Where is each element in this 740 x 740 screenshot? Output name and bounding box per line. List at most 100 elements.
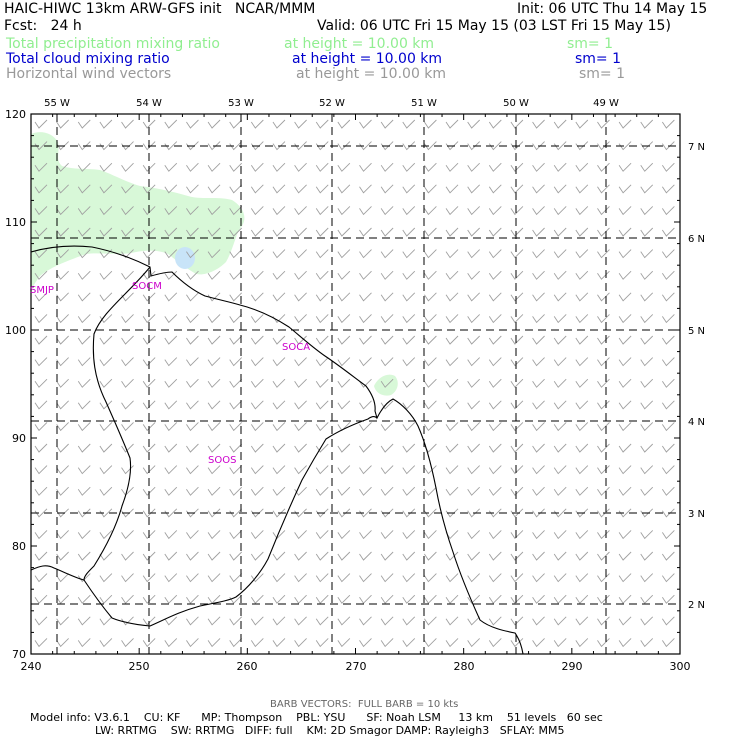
wind-barb [229,422,243,432]
wind-barb [250,465,264,475]
wind-barb [532,206,545,216]
wind-barb [402,616,416,626]
wind-barb [229,400,243,410]
wind-barb [121,594,134,604]
x-tick-240: 240 [21,660,42,673]
wind-barb [250,530,264,540]
wind-barb [359,551,372,561]
wind-barb [359,206,372,216]
wind-barb [229,465,243,475]
wind-barb [99,530,113,540]
wind-barb [640,486,654,496]
coastline [31,245,524,654]
wind-barb [553,357,567,367]
wind-barb [488,594,502,604]
wind-barb [684,206,696,214]
wind-barb [403,660,415,668]
wind-barb [207,443,221,453]
wind-barb [337,486,351,496]
wind-barb [272,162,286,172]
wind-barb [575,465,589,475]
wind-barb [272,465,286,475]
wind-barb [142,184,156,194]
wind-barb [597,486,610,496]
wind-barb [597,357,610,367]
wind-barb [294,162,307,172]
wind-barb [575,206,589,216]
wind-barb [532,292,545,302]
wind-barb [315,227,329,237]
wind-barb [380,530,394,540]
wind-barb [467,249,480,259]
x-tick-280: 280 [454,660,475,673]
wind-barb [424,184,437,194]
wind-barb [640,314,654,324]
wind-barb [229,162,243,172]
wind-barb [294,249,307,259]
grid-y-labels: 120 110 100 90 80 70 [5,108,26,661]
y-tick-70: 70 [12,648,26,661]
wind-barb [100,660,112,668]
lat-label-5n: 5 N [688,326,705,337]
wind-barb [56,357,69,367]
wind-barb [315,594,329,604]
wind-barb [250,162,264,172]
wind-barb [380,422,394,432]
wind-barb [294,119,307,129]
wind-barb [402,594,416,604]
wind-barb [56,270,69,280]
wind-barb [250,400,264,410]
wind-barb [164,486,178,496]
wind-barb [337,141,351,151]
wind-barb [337,638,351,648]
wind-barb [186,227,199,237]
wind-barb [661,249,675,259]
lon-label-55w: 55 W [44,98,70,109]
wind-barb [164,443,178,453]
wind-barb [597,378,610,388]
wind-barb [467,162,480,172]
wind-barb [553,465,567,475]
station-labels: SMJP SOCM SOCA SOOS [30,281,310,466]
wind-barb [207,270,221,280]
wind-barb [424,357,437,367]
wind-barb [294,616,307,626]
wind-barb [272,486,286,496]
wind-barb [618,443,632,453]
wind-barb [640,551,654,561]
wind-barb [272,249,286,259]
wind-barb [597,206,610,216]
x-tick-250: 250 [129,660,150,673]
wind-barb [661,508,675,518]
wind-barb [532,573,545,583]
wind-barb [99,206,113,216]
wind-barb [359,357,372,367]
wind-barb [488,378,502,388]
wind-barb [510,530,524,540]
wind-barb [532,314,545,324]
wind-barb [553,335,567,345]
y-tick-90: 90 [12,432,26,445]
wind-barb [315,378,329,388]
lon-label-53w: 53 W [228,98,254,109]
wind-barb [99,249,113,259]
wind-barb [337,465,351,475]
wind-barb [121,335,134,345]
wind-barb [445,422,459,432]
wind-barb [121,184,134,194]
init-time: Init: 06 UTC Thu 14 May 15 [517,1,708,17]
wind-barb [207,486,221,496]
wind-barb [337,443,351,453]
wind-barb [315,184,329,194]
wind-barb [99,335,113,345]
wind-barb [553,573,567,583]
wind-barb [661,616,675,626]
wind-barb [381,660,393,668]
wind-barb [337,400,351,410]
wind-barb [294,400,307,410]
wind-barb [424,335,437,345]
wind-barb [315,400,329,410]
wind-barb [640,465,654,475]
wind-barb [402,508,416,518]
wind-barb [597,314,610,324]
